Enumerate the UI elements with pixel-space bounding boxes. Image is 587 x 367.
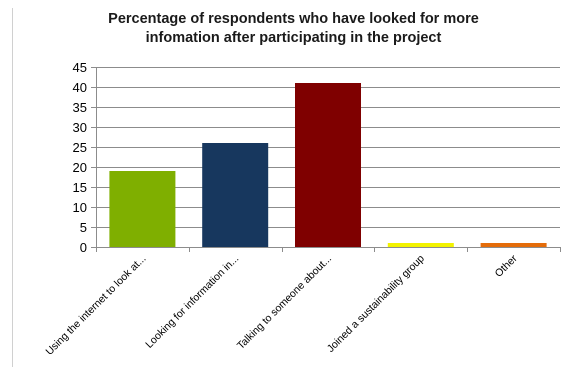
- x-tick-label: Looking for information in...: [143, 253, 241, 351]
- y-tick-label: 40: [73, 80, 87, 95]
- y-tick-label: 25: [73, 140, 87, 155]
- bar: [109, 171, 176, 247]
- bars: [109, 83, 547, 247]
- bar: [480, 243, 547, 247]
- bar: [295, 83, 361, 247]
- bar: [202, 143, 269, 247]
- bar: [387, 243, 454, 247]
- y-tick-label: 10: [73, 200, 87, 215]
- y-axis: 0 5 10 15 20 25 30 35 40 45: [73, 60, 97, 255]
- chart-title: Percentage of respondents who have looke…: [0, 10, 587, 48]
- y-tick-label: 20: [73, 160, 87, 175]
- y-tick-label: 5: [80, 220, 87, 235]
- chart-title-line-1: Percentage of respondents who have looke…: [108, 11, 479, 27]
- chart-title-line-2: infomation after participating in the pr…: [145, 30, 442, 46]
- x-tick-label: Using the internet to look at...: [43, 253, 148, 358]
- y-tick-label: 0: [80, 240, 87, 255]
- x-tick-label: Joined a sustainability group: [325, 253, 427, 355]
- x-tick-label: Other: [493, 252, 520, 279]
- y-tick-label: 30: [73, 120, 87, 135]
- y-tick-label: 15: [73, 180, 87, 195]
- x-tick-label: Talking to someone about...: [235, 253, 334, 352]
- y-tick-label: 35: [73, 100, 87, 115]
- y-tick-label: 45: [73, 60, 87, 75]
- x-axis: Using the internet to look at...Looking …: [43, 247, 561, 358]
